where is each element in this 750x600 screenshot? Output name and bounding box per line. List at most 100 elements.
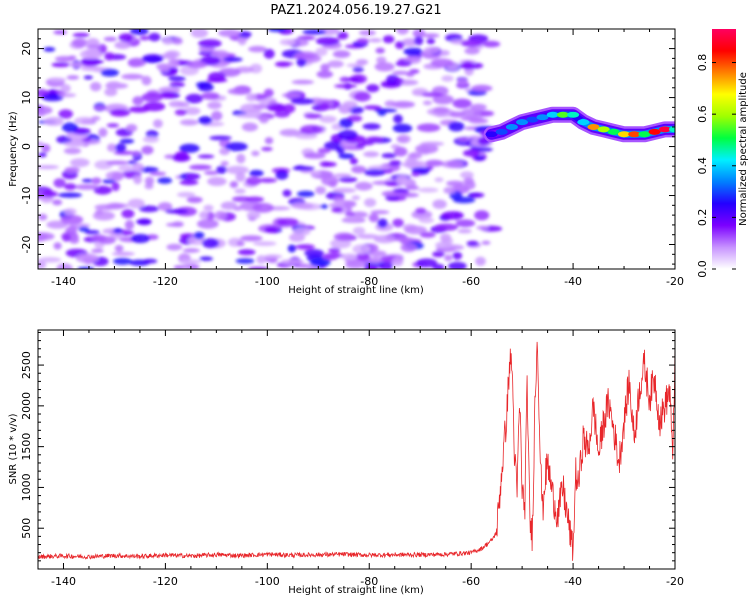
noise-blob <box>104 52 115 61</box>
noise-blob <box>139 35 150 41</box>
noise-blob <box>41 190 58 198</box>
spectrogram-frame <box>37 28 676 270</box>
noise-blob <box>268 103 286 112</box>
noise-blob <box>144 176 155 186</box>
noise-blob <box>264 226 279 233</box>
noise-blob <box>263 88 274 98</box>
noise-blob <box>245 196 264 203</box>
noise-blob <box>236 113 259 119</box>
noise-blob <box>446 180 464 187</box>
noise-blob <box>460 171 474 179</box>
noise-blob <box>392 188 409 193</box>
noise-blob <box>197 83 214 92</box>
noise-blob <box>264 137 274 145</box>
noise-blob <box>252 241 277 247</box>
noise-blob <box>461 39 483 48</box>
noise-blob <box>382 35 395 44</box>
noise-blob <box>135 219 152 225</box>
noise-blob <box>406 71 415 77</box>
noise-blob <box>104 87 118 97</box>
noise-blob <box>309 258 331 267</box>
noise-blob <box>80 59 104 65</box>
noise-blob <box>166 243 183 251</box>
x-tick-label: -40 <box>564 575 582 588</box>
noise-blob <box>349 157 358 165</box>
noise-blob <box>317 147 331 154</box>
x-tick-label: -60 <box>462 575 480 588</box>
noise-blob <box>392 256 404 267</box>
noise-blob <box>320 63 330 72</box>
noise-blob <box>401 38 418 47</box>
noise-blob <box>92 211 115 221</box>
noise-blob <box>141 145 154 155</box>
noise-blob <box>319 102 330 111</box>
noise-blob <box>279 128 301 137</box>
noise-blob <box>381 153 397 159</box>
noise-blob <box>268 29 286 33</box>
snr-frame <box>37 329 676 570</box>
noise-blob <box>163 51 177 60</box>
snr-y-label: SNR (10 * v/v) <box>8 413 19 484</box>
noise-blob <box>434 223 459 231</box>
noise-blob <box>368 257 383 264</box>
noise-blob <box>381 82 403 87</box>
noise-blob <box>133 174 143 185</box>
noise-blob <box>415 207 427 214</box>
noise-blob <box>198 116 213 125</box>
colorbar-tick-label: 0.4 <box>696 157 709 175</box>
ridge-point <box>658 126 671 133</box>
noise-blob <box>432 251 445 258</box>
noise-blob <box>421 92 443 98</box>
noise-blob <box>178 259 202 265</box>
noise-blob <box>455 219 476 228</box>
spectrogram-signal-ridge <box>483 106 675 143</box>
noise-blob <box>362 123 381 130</box>
noise-blob <box>113 257 132 265</box>
noise-blob <box>282 103 296 114</box>
noise-blob <box>119 138 135 144</box>
x-tick-label: -60 <box>462 275 480 288</box>
noise-blob <box>340 253 358 260</box>
noise-blob <box>412 29 426 38</box>
noise-blob <box>198 39 222 48</box>
noise-blob <box>48 77 67 82</box>
noise-blob <box>342 100 358 108</box>
noise-blob <box>38 257 62 263</box>
noise-blob <box>353 91 371 102</box>
noise-blob <box>296 57 307 67</box>
noise-blob <box>457 77 468 86</box>
noise-blob <box>128 106 150 113</box>
noise-blob <box>403 47 423 56</box>
noise-blob <box>180 263 200 269</box>
noise-blob <box>106 81 122 90</box>
noise-blob <box>256 255 267 264</box>
ridge-point <box>567 111 580 118</box>
noise-blob <box>482 40 501 48</box>
noise-blob <box>358 30 376 36</box>
noise-blob <box>142 258 158 264</box>
ridge-point <box>556 111 569 118</box>
noise-blob <box>327 60 344 68</box>
noise-blob <box>70 158 90 168</box>
noise-blob <box>419 231 436 238</box>
noise-blob <box>333 173 352 178</box>
noise-blob <box>157 202 173 211</box>
noise-blob <box>100 68 120 77</box>
noise-blob <box>321 161 337 167</box>
noise-blob <box>77 266 95 269</box>
noise-blob <box>130 29 149 36</box>
noise-blob <box>141 75 152 86</box>
noise-blob <box>83 75 93 80</box>
noise-blob <box>190 29 209 38</box>
noise-blob <box>481 240 491 245</box>
noise-blob <box>94 204 117 211</box>
noise-blob <box>162 37 173 45</box>
noise-blob <box>356 38 370 44</box>
noise-blob <box>223 57 243 62</box>
noise-blob <box>240 235 263 242</box>
ridge-point <box>526 116 539 123</box>
noise-blob <box>52 199 63 206</box>
noise-blob <box>74 184 99 190</box>
noise-blob <box>186 196 203 203</box>
